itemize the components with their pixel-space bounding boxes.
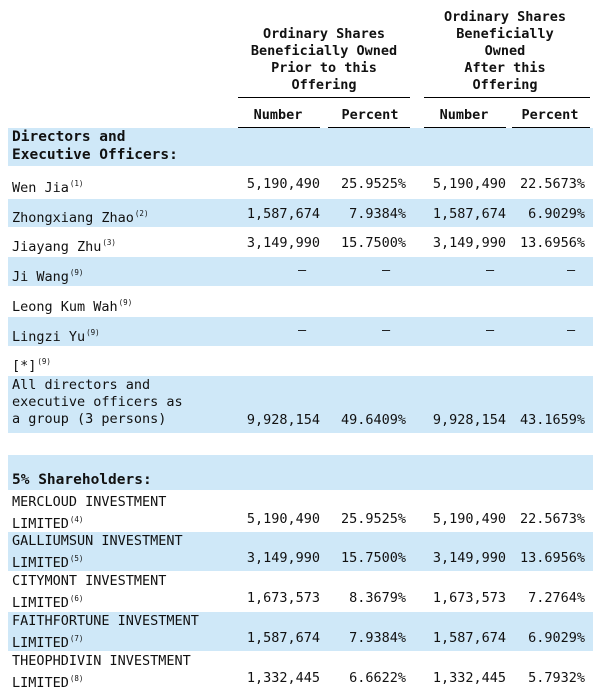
row-name: [*](9) bbox=[12, 357, 51, 374]
row-percent-after: 22.5673% bbox=[519, 176, 585, 192]
row-name-group-total: All directors and executive officers as … bbox=[12, 377, 183, 427]
row-percent-after: — bbox=[567, 262, 576, 278]
row-number-after: 5,190,490 bbox=[432, 511, 506, 527]
header-prior-offering: Ordinary Shares Beneficially Owned Prior… bbox=[250, 26, 398, 93]
row-number-prior: — bbox=[298, 262, 307, 278]
row-percent-prior: 49.6409% bbox=[340, 412, 406, 428]
row-number-prior: 5,190,490 bbox=[246, 176, 320, 192]
row-percent-after: 13.6956% bbox=[519, 550, 585, 566]
row-number-after: — bbox=[486, 322, 495, 338]
row-percent-after: 6.9029% bbox=[528, 630, 585, 646]
row-percent-prior: 25.9525% bbox=[340, 511, 406, 527]
row-band bbox=[8, 612, 593, 651]
col-header-number-after: Number bbox=[439, 107, 489, 123]
row-number-after: 1,587,674 bbox=[432, 206, 506, 222]
row-name: THEOPHDIVIN INVESTMENT LIMITED(8) bbox=[12, 653, 191, 691]
row-number-after: 1,332,445 bbox=[432, 670, 506, 686]
row-number-prior: 1,332,445 bbox=[246, 670, 320, 686]
row-percent-prior: 25.9525% bbox=[340, 176, 406, 192]
row-band bbox=[8, 317, 593, 346]
row-number-prior: 3,149,990 bbox=[246, 235, 320, 251]
row-percent-after: — bbox=[567, 322, 576, 338]
rule-percent-after bbox=[512, 127, 590, 128]
row-number-prior: — bbox=[298, 322, 307, 338]
section-title-shareholders: 5% Shareholders: bbox=[12, 472, 152, 488]
row-name: Ji Wang(9) bbox=[12, 268, 84, 285]
row-percent-prior: 15.7500% bbox=[340, 550, 406, 566]
row-name: Zhongxiang Zhao(2) bbox=[12, 209, 149, 226]
row-band bbox=[8, 199, 593, 227]
header-after-offering: Ordinary Shares Beneficially Owned After… bbox=[444, 9, 566, 93]
row-number-after: 3,149,990 bbox=[432, 550, 506, 566]
row-percent-prior: 8.3679% bbox=[349, 590, 406, 606]
row-percent-after: 13.6956% bbox=[519, 235, 585, 251]
col-header-percent-prior: Percent bbox=[341, 107, 399, 123]
rule-percent-prior bbox=[328, 127, 410, 128]
rule-number-after bbox=[424, 127, 506, 128]
row-number-after: 1,587,674 bbox=[432, 630, 506, 646]
row-percent-after: 43.1659% bbox=[519, 412, 585, 428]
row-name: CITYMONT INVESTMENT LIMITED(6) bbox=[12, 573, 167, 611]
row-number-after: 9,928,154 bbox=[432, 412, 506, 428]
row-number-prior: 3,149,990 bbox=[246, 550, 320, 566]
row-percent-prior: 15.7500% bbox=[340, 235, 406, 251]
row-number-prior: 1,673,573 bbox=[246, 590, 320, 606]
row-number-prior: 9,928,154 bbox=[246, 412, 320, 428]
col-header-number-prior: Number bbox=[253, 107, 303, 123]
row-percent-prior: — bbox=[382, 322, 391, 338]
col-header-percent-after: Percent bbox=[521, 107, 579, 123]
row-number-prior: 5,190,490 bbox=[246, 511, 320, 527]
row-percent-prior: 7.9384% bbox=[349, 206, 406, 222]
section-title-directors: Directors and Executive Officers: bbox=[12, 129, 178, 163]
row-number-after: 5,190,490 bbox=[432, 176, 506, 192]
row-number-prior: 1,587,674 bbox=[246, 630, 320, 646]
row-name: Lingzi Yu(9) bbox=[12, 328, 100, 345]
row-band bbox=[8, 532, 593, 571]
row-number-after: — bbox=[486, 262, 495, 278]
header-rule-after bbox=[424, 97, 590, 98]
row-name: FAITHFORTUNE INVESTMENT LIMITED(7) bbox=[12, 613, 199, 651]
row-number-prior: 1,587,674 bbox=[246, 206, 320, 222]
row-percent-after: 7.2764% bbox=[528, 590, 585, 606]
section-band-directors bbox=[8, 128, 593, 166]
row-band bbox=[8, 257, 593, 286]
rule-number-prior bbox=[238, 127, 320, 128]
row-percent-after: 22.5673% bbox=[519, 511, 585, 527]
row-percent-after: 6.9029% bbox=[528, 206, 585, 222]
section-band-shareholders bbox=[8, 455, 593, 490]
row-band bbox=[8, 376, 593, 433]
row-name: Jiayang Zhu(3) bbox=[12, 238, 116, 255]
row-percent-after: 5.7932% bbox=[528, 670, 585, 686]
row-percent-prior: 7.9384% bbox=[349, 630, 406, 646]
row-name: MERCLOUD INVESTMENT LIMITED(4) bbox=[12, 494, 167, 532]
row-number-after: 1,673,573 bbox=[432, 590, 506, 606]
row-number-after: 3,149,990 bbox=[432, 235, 506, 251]
row-percent-prior: 6.6622% bbox=[349, 670, 406, 686]
header-rule-prior bbox=[238, 97, 410, 98]
row-name: Wen Jia(1) bbox=[12, 179, 84, 196]
row-percent-prior: — bbox=[382, 262, 391, 278]
row-name: Leong Kum Wah(9) bbox=[12, 298, 133, 315]
row-name: GALLIUMSUN INVESTMENT LIMITED(5) bbox=[12, 533, 183, 571]
